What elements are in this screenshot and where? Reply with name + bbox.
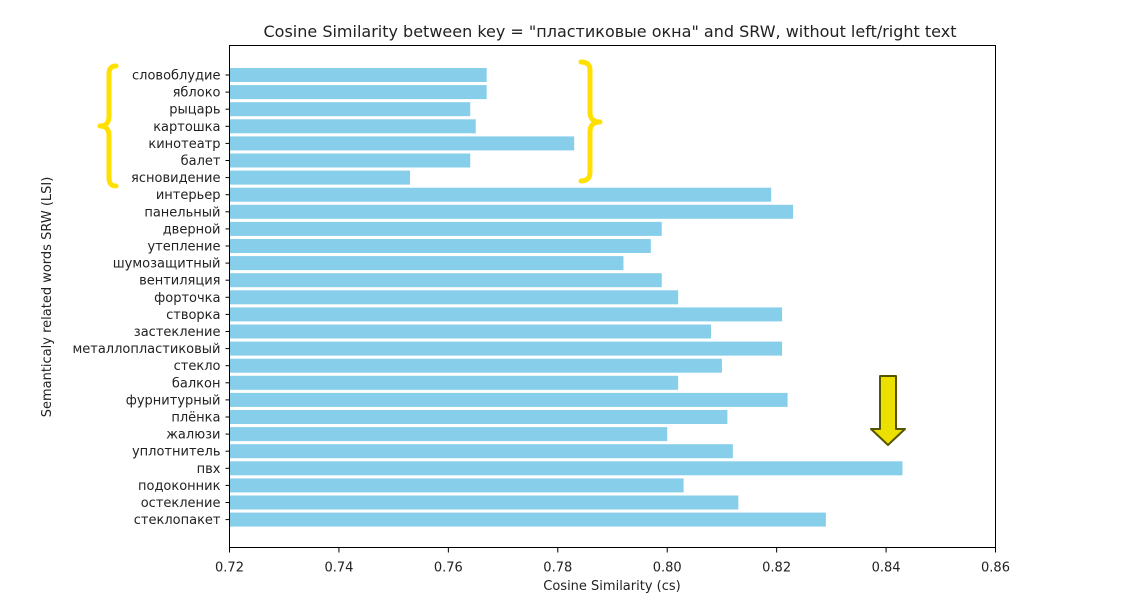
plot-frame [229,45,996,548]
y-axis-label: Semanticaly related words SRW (LSI) [40,177,55,418]
bar [230,85,487,100]
y-tick-label: ясновидение [131,171,220,186]
y-tick-label: пвх [197,462,221,477]
x-tick-label: 0.72 [215,561,244,576]
y-tick-label: балкон [172,376,221,391]
x-tick-label: 0.84 [872,561,901,576]
x-axis: 0.72 0.74 0.76 0.78 0.80 0.82 0.84 0.86 [215,547,1010,576]
bar [230,375,679,390]
x-tick-label: 0.82 [762,561,791,576]
y-tick-label: балет [181,154,221,169]
bar [230,427,668,442]
bar [230,307,783,322]
y-tick-label: застекление [134,325,221,340]
bar [230,358,722,373]
x-tick-label: 0.78 [543,561,572,576]
y-tick-label: металлопластиковый [72,342,220,357]
bar [230,119,476,134]
y-tick-label: утепление [147,240,220,255]
y-tick-label: остекление [141,496,221,511]
bar [230,444,733,459]
y-tick-label: форточка [154,291,220,306]
bars-layer [230,68,903,527]
y-tick-label: стекло [174,359,221,374]
bar [230,410,728,424]
bar [230,102,471,117]
y-tick-label: дверной [163,222,221,237]
y-tick-label: панельный [144,205,220,220]
bar [230,187,772,202]
x-tick-label: 0.86 [981,561,1010,576]
bar [230,324,711,339]
y-tick-label: шумозащитный [113,257,221,272]
bar [230,461,903,476]
bar [230,221,662,236]
y-tick-label: кинотеатр [148,137,220,152]
bar [230,478,684,493]
bar [230,256,624,271]
y-tick-label: вентиляция [139,274,220,289]
bar [230,153,471,168]
bar [230,204,794,219]
bar [230,239,651,253]
y-tick-label: стеклопакет [134,513,221,528]
y-tick-label: плёнка [171,411,220,426]
y-tick-label: яблоко [173,86,221,101]
y-tick-label: подоконник [138,479,221,494]
bar [230,290,679,305]
bar [230,341,783,356]
bar [230,495,739,510]
x-tick-label: 0.74 [324,561,353,576]
bracket-left-annotation [97,63,119,189]
x-axis-label: Cosine Similarity (cs) [543,579,680,594]
x-tick-label: 0.76 [434,561,463,576]
bar [230,170,411,185]
y-tick-label: жалюзи [166,428,220,443]
arrow-down-annotation [870,375,906,446]
bracket-right-annotation [578,59,603,184]
bar [230,512,826,527]
bar [230,392,788,407]
bar [230,68,487,82]
y-axis: словоблудие яблоко рыцарь картошка кинотеатр… [72,69,230,528]
y-tick-label: словоблудие [132,69,220,84]
y-tick-label: интерьер [156,188,221,203]
y-tick-label: створка [166,308,220,323]
y-tick-label: картошка [153,120,220,135]
y-tick-label: фурнитурный [126,393,221,408]
chart-title: Cosine Similarity between key = "пластик… [264,22,957,41]
y-tick-label: рыцарь [169,103,220,118]
bar [230,136,575,151]
y-tick-label: уплотнитель [132,445,221,460]
x-tick-label: 0.80 [653,561,682,576]
bar [230,273,662,288]
